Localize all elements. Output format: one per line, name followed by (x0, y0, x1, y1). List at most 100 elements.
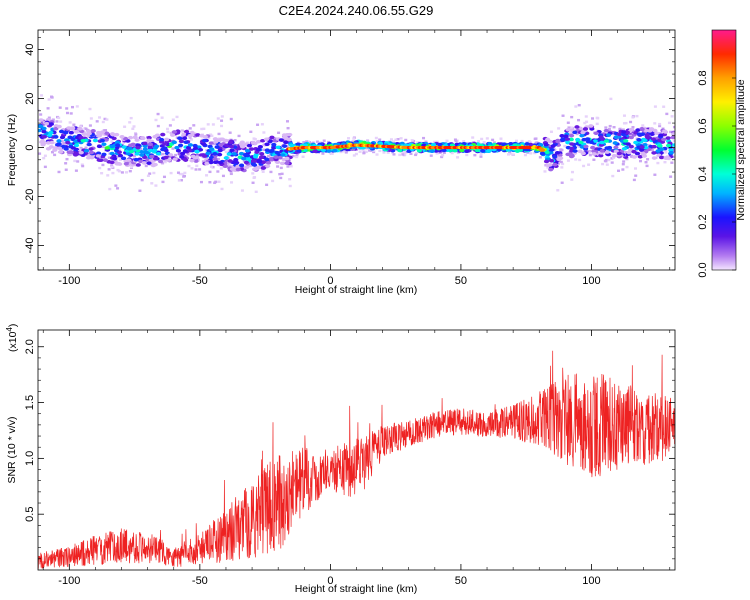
snr-multiplier: (x104) (5, 324, 19, 352)
haze-cell (175, 115, 179, 119)
spectrogram-cell (132, 135, 138, 140)
haze-cell (645, 164, 649, 168)
haze-cell (242, 159, 246, 163)
haze-cell (328, 151, 332, 155)
haze-cell (78, 125, 82, 128)
haze-cell (374, 136, 378, 140)
haze-cell (435, 152, 439, 155)
haze-cell (187, 164, 191, 168)
spectrogram-cell (241, 156, 247, 161)
haze-cell (133, 154, 137, 158)
spectrogram-cell (275, 145, 281, 150)
haze-cell (435, 140, 439, 144)
spectrogram-cell (558, 156, 564, 160)
haze-cell (174, 153, 178, 157)
spectrogram-cell (49, 140, 55, 145)
spectrogram-cell (625, 142, 631, 146)
haze-cell (195, 164, 199, 168)
spectrogram-cell (164, 137, 170, 142)
spectrogram-cell (639, 145, 645, 149)
haze-cell (268, 154, 272, 158)
haze-cell (59, 120, 63, 123)
haze-cell (526, 151, 530, 154)
haze-cell (669, 130, 673, 134)
haze-cell (123, 125, 127, 128)
haze-cell (482, 141, 486, 144)
haze-cell (479, 155, 483, 158)
haze-cell (664, 149, 668, 153)
spectrogram-cell (81, 132, 88, 137)
spectrogram-cell (661, 137, 667, 142)
haze-cell (261, 170, 265, 173)
haze-cell (295, 152, 299, 156)
spectrogram-cell (218, 143, 224, 147)
haze-cell (117, 170, 121, 173)
haze-cell (611, 174, 615, 178)
spectrogram-cell (273, 155, 279, 159)
haze-cell (98, 116, 102, 119)
spectrogram-cell (208, 160, 214, 165)
haze-cell (181, 172, 185, 176)
spectrogram-cell (219, 137, 226, 142)
haze-cell (148, 172, 152, 175)
haze-cell (188, 127, 192, 130)
haze-cell (453, 138, 457, 141)
spectrogram-cell (486, 148, 493, 152)
haze-cell (473, 153, 477, 157)
haze-cell (662, 105, 666, 108)
haze-cell (171, 147, 175, 150)
haze-cell (279, 176, 283, 180)
haze-cell (635, 114, 639, 118)
spectrogram-cell (56, 124, 62, 129)
spectrogram-cell (222, 164, 228, 169)
spectrogram-cell (663, 156, 669, 161)
spectrogram-cell (201, 138, 208, 143)
haze-cell (47, 98, 51, 101)
spectrogram-ylabel: Frequency (Hz) (6, 114, 18, 186)
spectrogram-cell (283, 140, 289, 145)
spectrogram-cell (88, 150, 95, 155)
haze-cell (566, 121, 570, 124)
spectrogram-cell (282, 135, 288, 140)
haze-cell (301, 155, 305, 158)
spectrogram-cell (180, 151, 186, 156)
spectrogram-cell (99, 138, 105, 143)
spectrogram-cell (574, 125, 580, 129)
spectrogram-cell (48, 130, 54, 135)
spectrogram-cell (538, 143, 544, 147)
haze-cell (262, 148, 266, 151)
spectrogram-cell (543, 159, 550, 164)
haze-cell (79, 146, 83, 150)
haze-cell (566, 159, 570, 162)
haze-cell (560, 148, 564, 152)
haze-cell (154, 184, 158, 187)
haze-cell (392, 153, 396, 156)
spectrogram-xlabel: Height of straight line (km) (295, 284, 418, 296)
haze-cell (129, 116, 133, 120)
spectrogram-cell (259, 152, 265, 156)
spectrogram-cell (671, 143, 675, 147)
haze-cell (362, 151, 366, 155)
spectrogram-cell (569, 142, 575, 146)
spectrogram-cell (174, 145, 180, 150)
haze-cell (595, 116, 599, 120)
spectrogram-cell (613, 135, 619, 139)
haze-cell (653, 105, 657, 108)
haze-cell (549, 130, 553, 133)
spectrogram-cell (155, 151, 162, 156)
haze-cell (612, 156, 616, 159)
spectrogram-cell (611, 153, 617, 158)
spectrogram-cell (580, 130, 586, 135)
haze-cell (667, 121, 671, 125)
spectrogram-cell (295, 142, 301, 147)
haze-cell (302, 141, 306, 144)
spectrogram-cell (139, 153, 145, 157)
spectrogram-cell (255, 147, 262, 152)
haze-cell (352, 154, 356, 157)
spectrogram-cell (568, 133, 575, 138)
spectrogram-cell (665, 143, 672, 148)
spectrogram-marks (38, 94, 675, 194)
haze-cell (101, 120, 105, 124)
haze-cell (295, 155, 299, 159)
spectrogram-cell (56, 146, 63, 151)
